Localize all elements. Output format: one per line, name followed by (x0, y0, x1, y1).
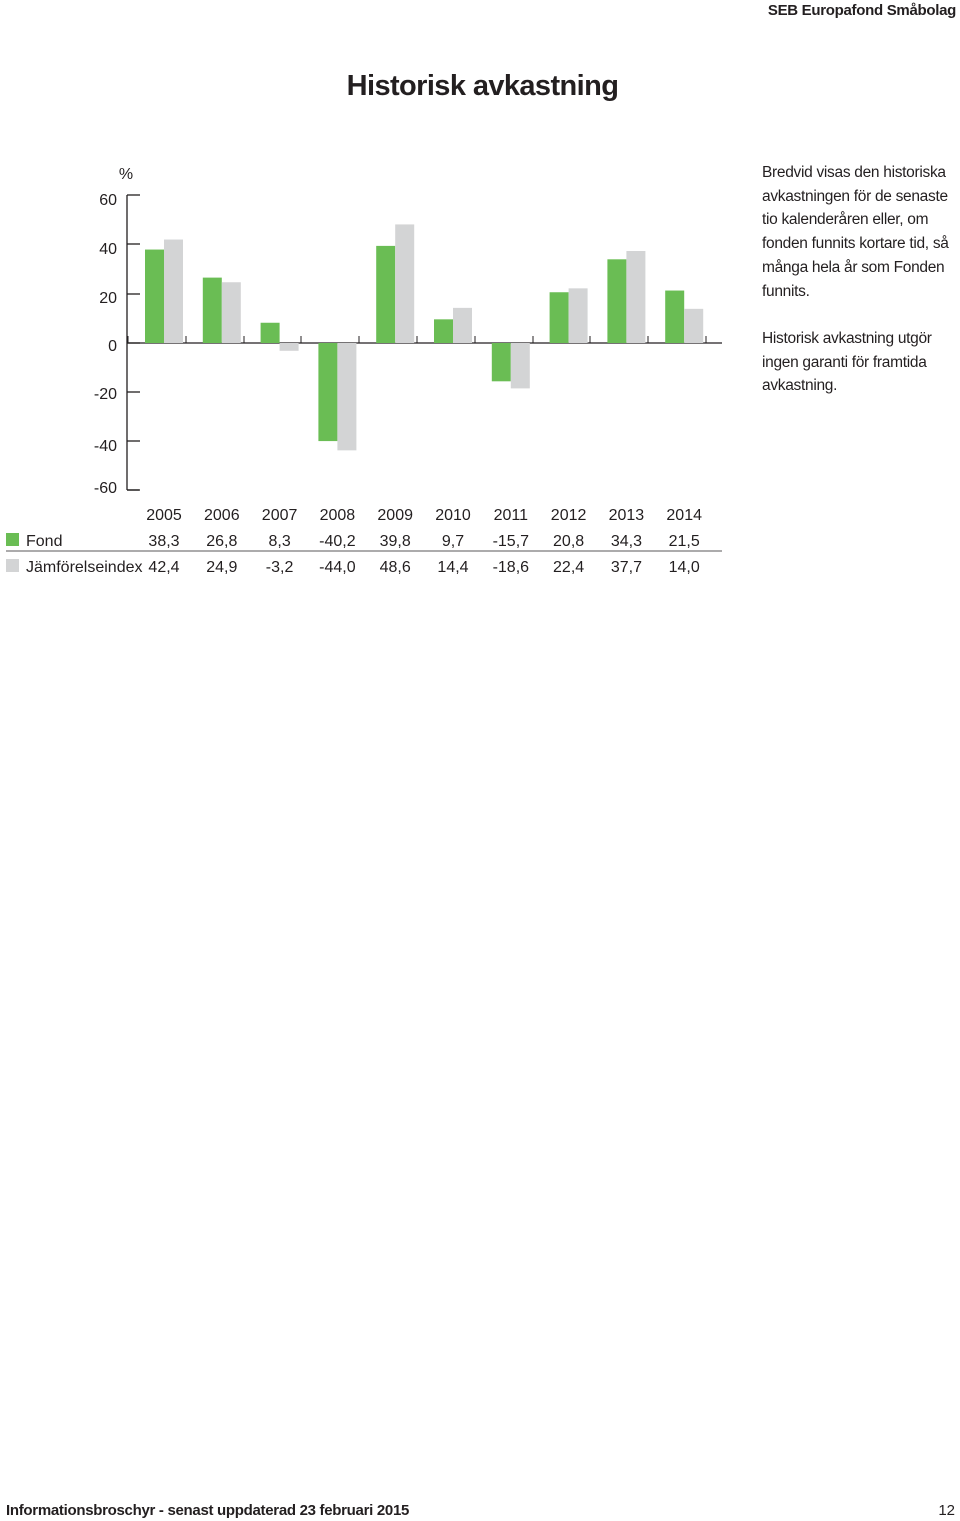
table-year-header: 2008 (320, 507, 356, 524)
bar-fond-2011 (491, 343, 511, 382)
table-value: 39,8 (380, 533, 411, 550)
table-value: 14,0 (669, 559, 700, 576)
table-value: -3,2 (266, 559, 294, 576)
bar-fond-2014 (665, 290, 685, 343)
table-value: 26,8 (206, 533, 237, 550)
table-value: -18,6 (493, 559, 530, 576)
bar-index-2013 (626, 251, 646, 343)
bar-fond-2013 (607, 259, 627, 343)
y-tick-label: -60 (94, 480, 117, 497)
bar-fond-2012 (549, 292, 569, 343)
y-tick-label: 40 (99, 241, 117, 258)
bar-fond-2005 (145, 249, 164, 343)
table-value: 42,4 (148, 559, 179, 576)
table-year-header: 2010 (435, 507, 471, 524)
table-year-header: 2005 (146, 507, 182, 524)
legend-label: Jämförelseindex (26, 559, 143, 576)
table-value: 21,5 (669, 533, 700, 550)
bar-index-2009 (395, 224, 415, 343)
table-value: 24,9 (206, 559, 237, 576)
table-value: -40,2 (319, 533, 356, 550)
page-number: 12 (938, 1502, 955, 1519)
bar-fond-2008 (318, 343, 338, 442)
legend-swatch-fond (6, 533, 19, 546)
table-year-header: 2011 (494, 507, 529, 524)
page-title: Historisk avkastning (346, 70, 619, 102)
table-value: -15,7 (493, 533, 530, 550)
legend-label: Fond (26, 533, 62, 550)
table-value: 20,8 (553, 533, 584, 550)
table-value: 38,3 (148, 533, 179, 550)
table-year-header: 2009 (377, 507, 413, 524)
header-brand: SEB Europafond Småbolag (767, 2, 956, 19)
table-value: 8,3 (268, 533, 290, 550)
bar-index-2014 (684, 308, 704, 343)
legend-swatch-index (6, 559, 19, 572)
table-value: 34,3 (611, 533, 642, 550)
y-tick-label: -20 (94, 386, 117, 403)
bar-index-2007 (279, 343, 299, 351)
y-tick-label: -40 (94, 438, 117, 455)
y-tick-label: 60 (99, 192, 117, 209)
bar-index-2008 (337, 343, 357, 451)
data-table: 2005 2006 2007 2008 2009 2010 2011 2012 2013 2014… (6, 507, 722, 576)
bar-fond-2009 (376, 245, 396, 343)
bar-index-2011 (510, 343, 530, 389)
table-value: 9,7 (442, 533, 464, 550)
bar-index-2005 (164, 239, 183, 343)
table-value: -44,0 (319, 559, 356, 576)
table-year-header: 2006 (204, 507, 240, 524)
bars (145, 224, 704, 451)
table-value: 37,7 (611, 559, 642, 576)
table-year-header: 2012 (551, 507, 587, 524)
bar-index-2012 (568, 288, 588, 343)
table-value: 48,6 (380, 559, 411, 576)
y-tick-label: 0 (108, 338, 117, 355)
bar-fond-2006 (202, 277, 222, 343)
table-value: 22,4 (553, 559, 584, 576)
table-year-header: 2007 (262, 507, 298, 524)
bar-index-2006 (221, 282, 241, 343)
description-paragraph: Bredvid visas den historiska avkastninge… (762, 164, 949, 300)
table-year-header: 2014 (666, 507, 702, 524)
table-year-header: 2013 (609, 507, 645, 524)
table-value: 14,4 (437, 559, 468, 576)
bar-index-2010 (453, 307, 472, 343)
footer-info: Informationsbroschyr - senast uppdaterad… (6, 1502, 410, 1519)
y-tick-label: 20 (99, 290, 117, 307)
bar-fond-2007 (260, 322, 280, 343)
bar-fond-2010 (434, 319, 453, 343)
disclaimer-paragraph: Historisk avkastning utgör ingen garanti… (762, 330, 932, 395)
y-unit-label: % (119, 166, 133, 183)
